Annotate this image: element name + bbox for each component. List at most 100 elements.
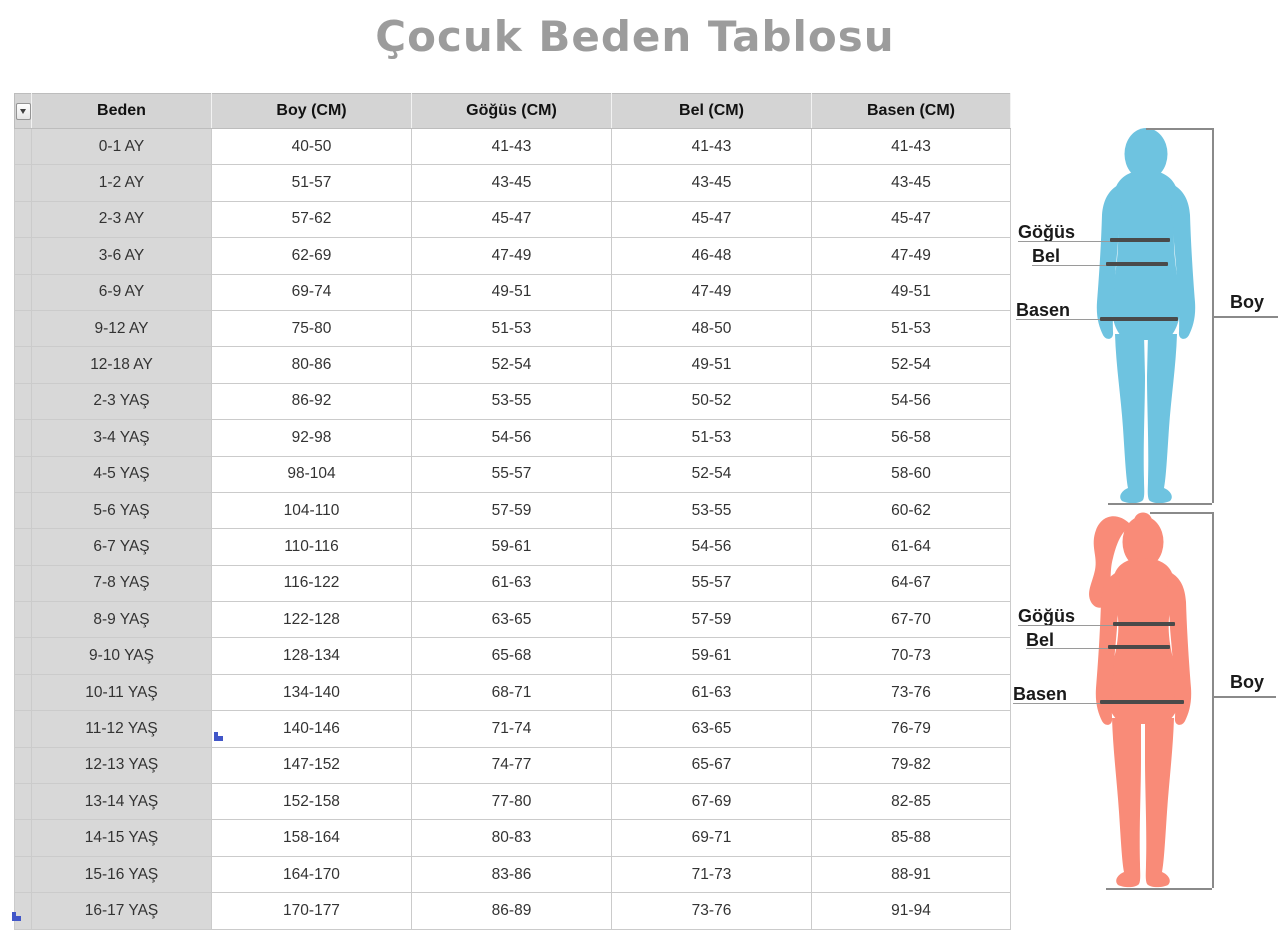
girl-chest-bar <box>1113 622 1175 626</box>
boy-height-line <box>1212 316 1278 318</box>
value-cell: 76-79 <box>811 710 1011 748</box>
girl-bracket-top <box>1150 512 1212 514</box>
girl-waist-bar <box>1108 645 1170 649</box>
boy-silhouette <box>1096 128 1196 504</box>
row-selector-cell <box>14 783 32 821</box>
value-cell: 54-56 <box>811 382 1011 421</box>
row-selector-cell <box>14 528 32 566</box>
size-label-cell: 3-6 AY <box>31 237 212 275</box>
value-cell: 122-128 <box>211 601 412 639</box>
value-cell: 53-55 <box>611 491 812 530</box>
filter-dropdown-button[interactable] <box>15 102 31 120</box>
value-cell: 65-67 <box>611 746 812 785</box>
table-row: 14-15 YAŞ 158-164 80-83 69-71 85-88 <box>14 819 1011 857</box>
value-cell: 41-43 <box>611 127 812 166</box>
boy-waist-bar <box>1106 262 1168 266</box>
value-cell: 52-54 <box>811 346 1011 384</box>
value-cell: 45-47 <box>611 200 812 239</box>
value-cell: 73-76 <box>611 892 812 930</box>
girl-basen-leader-line <box>1013 703 1100 704</box>
value-cell: 51-53 <box>411 309 612 348</box>
boy-right-leg <box>1147 334 1177 504</box>
filter-header-cell <box>14 93 32 129</box>
value-cell: 47-49 <box>411 237 612 275</box>
value-cell: 46-48 <box>611 237 812 275</box>
value-cell: 61-63 <box>411 564 612 603</box>
table-row: 6-9 AY 69-74 49-51 47-49 49-51 <box>14 273 1011 311</box>
row-selector-cell <box>14 892 32 930</box>
girl-gogus-leader-line <box>1018 625 1113 626</box>
value-cell: 69-71 <box>611 819 812 857</box>
boy-left-arm <box>1096 184 1122 339</box>
value-cell: 170-177 <box>211 892 412 930</box>
value-cell: 45-47 <box>411 200 612 239</box>
boy-bel-leader-line <box>1032 265 1108 266</box>
boy-bracket-top <box>1146 128 1212 130</box>
girl-height-line <box>1212 696 1276 698</box>
row-selector-cell <box>14 127 32 166</box>
value-cell: 134-140 <box>211 673 412 712</box>
table-row: 9-10 YAŞ 128-134 65-68 59-61 70-73 <box>14 637 1011 675</box>
table-row: 2-3 AY 57-62 45-47 45-47 45-47 <box>14 200 1011 239</box>
value-cell: 52-54 <box>611 455 812 493</box>
girl-bracket-bottom <box>1106 888 1212 890</box>
value-cell: 67-70 <box>811 601 1011 639</box>
size-label-cell: 6-9 AY <box>31 273 212 311</box>
value-cell: 43-45 <box>611 164 812 202</box>
value-cell: 60-62 <box>811 491 1011 530</box>
size-table-body: 0-1 AY 40-50 41-43 41-43 41-43 1-2 AY 51-57 43-… <box>14 127 1011 930</box>
value-cell: 54-56 <box>611 528 812 566</box>
value-cell: 49-51 <box>611 346 812 384</box>
value-cell: 50-52 <box>611 382 812 421</box>
value-cell: 71-74 <box>411 710 612 748</box>
boy-bel-label: Bel <box>1032 246 1061 266</box>
value-cell: 158-164 <box>211 819 412 857</box>
size-label-cell: 13-14 YAŞ <box>31 783 212 821</box>
girl-basen-label: Basen <box>1013 684 1068 704</box>
row-selector-cell <box>14 855 32 894</box>
value-cell: 110-116 <box>211 528 412 566</box>
value-cell: 52-54 <box>411 346 612 384</box>
value-cell: 51-57 <box>211 164 412 202</box>
value-cell: 49-51 <box>811 273 1011 311</box>
value-cell: 80-83 <box>411 819 612 857</box>
filter-dropdown-arrow-icon <box>20 108 26 114</box>
value-cell: 53-55 <box>411 382 612 421</box>
boy-gogus-label: Göğüs <box>1018 222 1075 242</box>
value-cell: 59-61 <box>611 637 812 675</box>
value-cell: 92-98 <box>211 419 412 457</box>
size-label-cell: 8-9 YAŞ <box>31 601 212 639</box>
value-cell: 51-53 <box>811 309 1011 348</box>
value-cell: 61-63 <box>611 673 812 712</box>
value-cell: 85-88 <box>811 819 1011 857</box>
boy-bracket-bottom <box>1108 503 1212 505</box>
row-selector-cell <box>14 346 32 384</box>
girl-bel-leader-line <box>1026 648 1108 649</box>
girl-bracket-vertical <box>1212 512 1214 888</box>
size-label-cell: 6-7 YAŞ <box>31 528 212 566</box>
value-cell: 65-68 <box>411 637 612 675</box>
row-selector-cell <box>14 601 32 639</box>
boy-gogus-leader-line <box>1018 241 1112 242</box>
value-cell: 41-43 <box>811 127 1011 166</box>
value-cell: 83-86 <box>411 855 612 894</box>
value-cell: 47-49 <box>611 273 812 311</box>
size-label-cell: 1-2 AY <box>31 164 212 202</box>
boy-hip-bar <box>1100 317 1178 321</box>
value-cell: 128-134 <box>211 637 412 675</box>
value-cell: 45-47 <box>811 200 1011 239</box>
value-cell: 86-89 <box>411 892 612 930</box>
page-title: Çocuk Beden Tablosu <box>375 12 895 61</box>
row-selector-cell <box>14 164 32 202</box>
girl-hip-bar <box>1100 700 1184 704</box>
value-cell: 140-146 <box>211 710 412 748</box>
value-cell: 63-65 <box>611 710 812 748</box>
table-header-row: Beden Boy (CM) Göğüs (CM) Bel (CM) Basen… <box>14 93 1011 129</box>
value-cell: 80-86 <box>211 346 412 384</box>
value-cell: 47-49 <box>811 237 1011 275</box>
value-cell: 57-59 <box>411 491 612 530</box>
row-selector-cell <box>14 491 32 530</box>
row-selector-cell <box>14 673 32 712</box>
row-selector-cell <box>14 637 32 675</box>
